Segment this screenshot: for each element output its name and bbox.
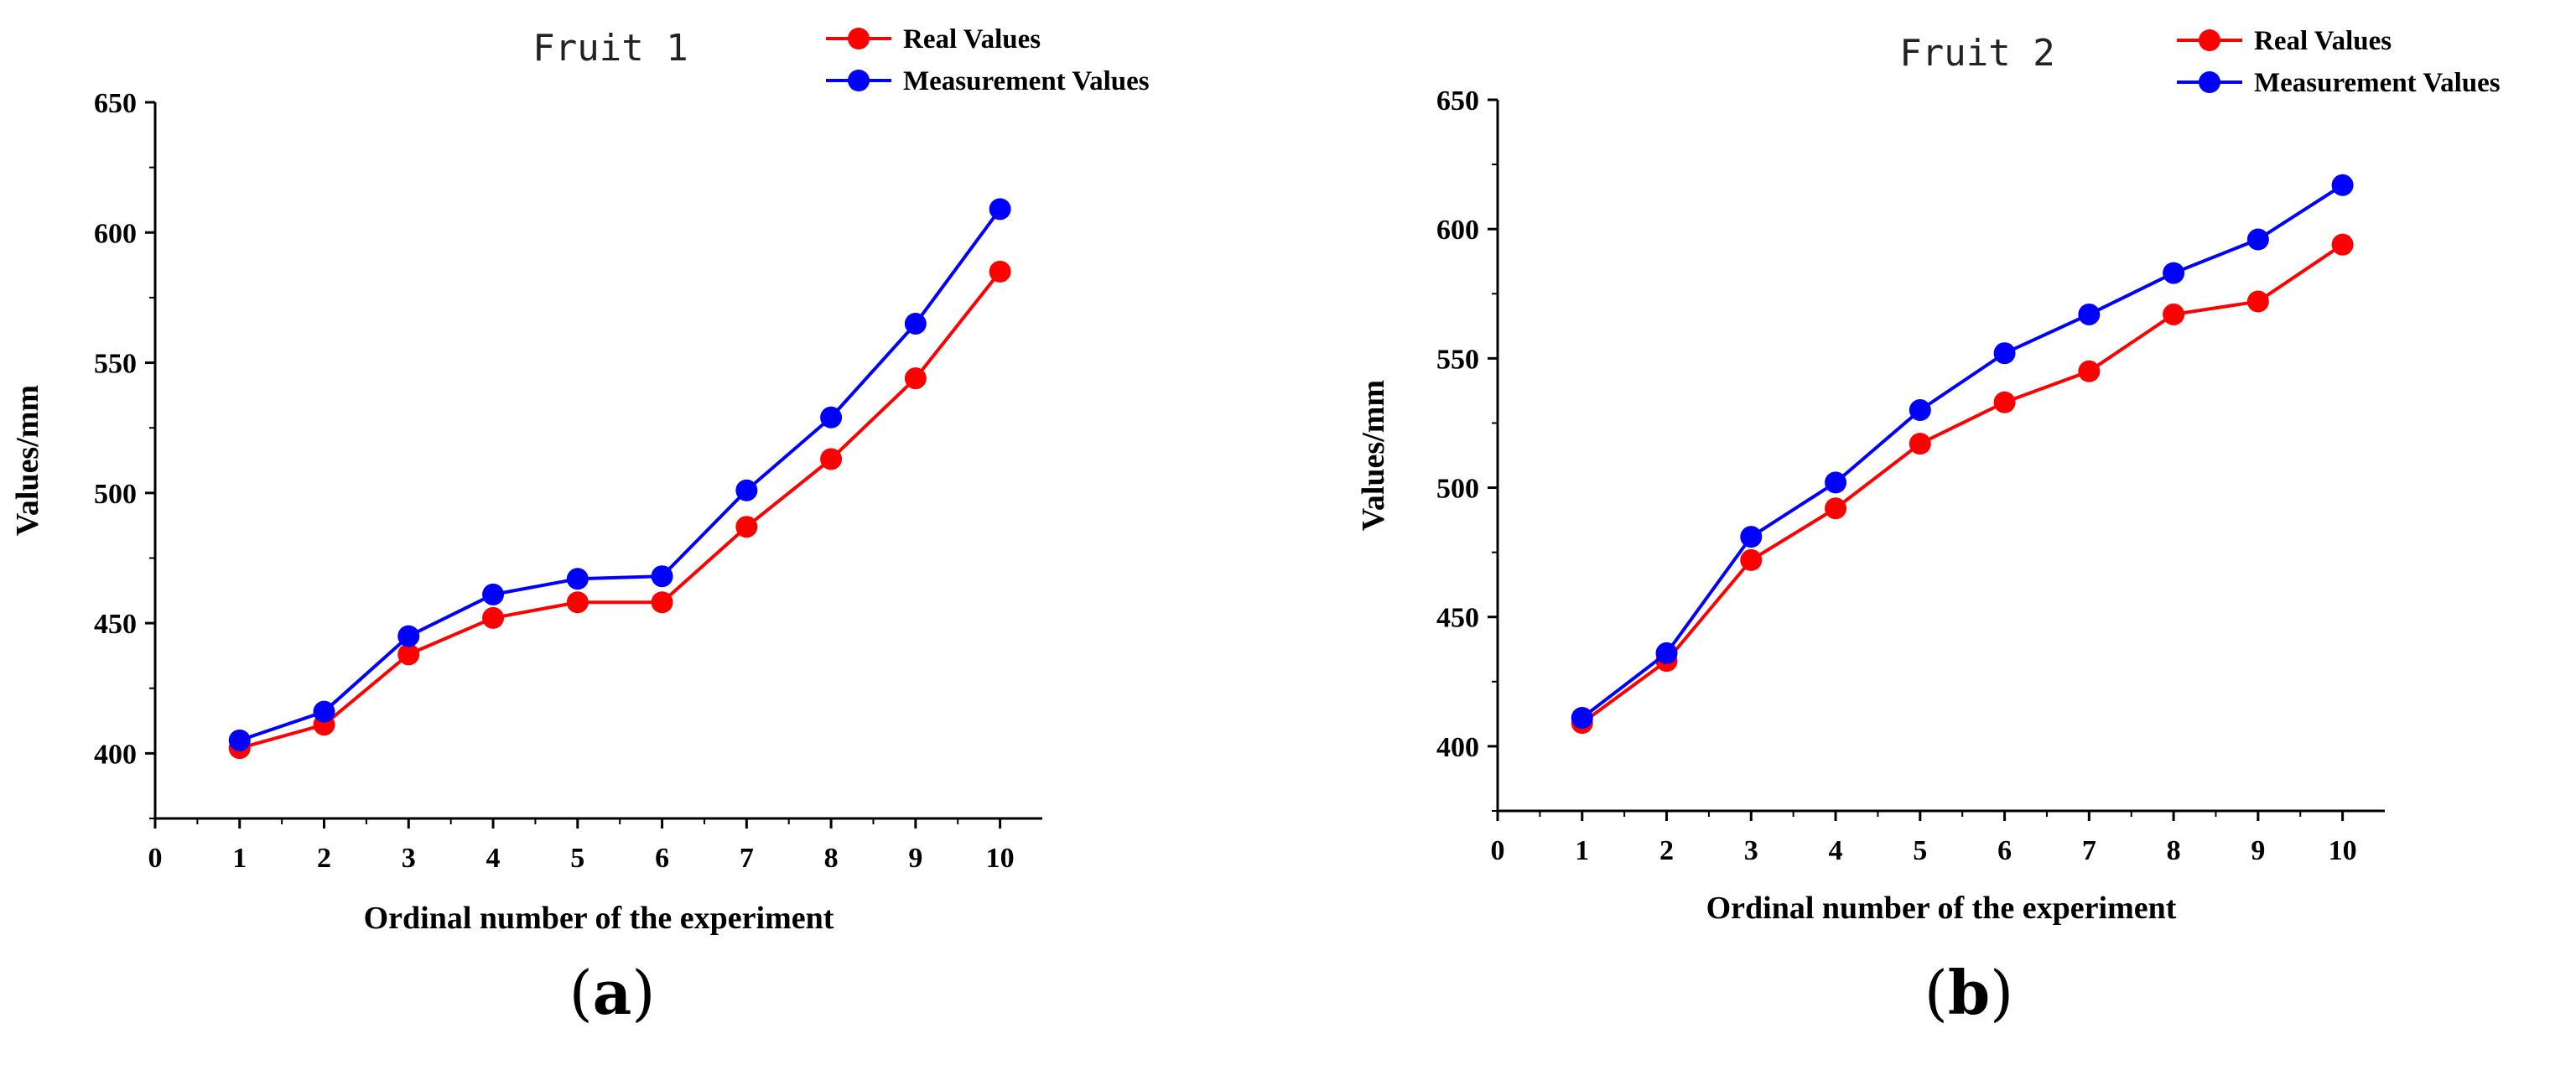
x-tick-label: 6 (1997, 835, 2012, 866)
x-tick-label: 9 (908, 843, 922, 874)
legend-label: Measurement Values (903, 66, 1150, 96)
data-point-measurement (313, 700, 335, 723)
data-point-measurement (2246, 228, 2269, 251)
data-point-measurement (989, 198, 1011, 221)
x-tick-label: 2 (317, 843, 331, 874)
data-point-real (820, 448, 843, 470)
y-tick-label: 550 (94, 349, 137, 380)
legend-marker (848, 70, 870, 91)
x-tick-label: 6 (655, 843, 669, 874)
y-tick-label: 600 (1436, 215, 1479, 246)
data-point-measurement (482, 583, 505, 605)
data-point-real (735, 516, 758, 538)
legend-label: Real Values (2254, 26, 2392, 56)
y-tick-label: 400 (1436, 732, 1479, 763)
data-point-real (1909, 433, 1931, 455)
data-point-measurement (904, 312, 927, 335)
legend-label: Real Values (903, 24, 1041, 55)
caption-a-letter: a (592, 957, 632, 1028)
x-tick-label: 0 (148, 843, 163, 874)
x-tick-label: 5 (1913, 835, 1927, 866)
data-point-measurement (1740, 526, 1763, 548)
x-tick-label: 3 (1744, 835, 1758, 866)
data-point-measurement (735, 479, 758, 501)
y-tick-label: 450 (94, 609, 137, 640)
data-point-real (2246, 290, 2269, 313)
x-tick-label: 10 (986, 843, 1015, 874)
series-line-measurement (1581, 184, 2344, 720)
x-tick-label: 9 (2251, 835, 2265, 866)
x-axis-label: Ordinal number of the experiment (1706, 891, 2177, 926)
data-point-real (1825, 497, 1847, 520)
legend-marker (2199, 29, 2220, 51)
y-tick-label: 550 (1436, 344, 1479, 375)
data-point-measurement (2163, 262, 2185, 284)
x-tick-label: 2 (1659, 835, 1674, 866)
y-tick-label: 650 (1436, 86, 1479, 117)
x-tick-label: 3 (402, 843, 416, 874)
data-point-measurement (397, 625, 420, 647)
legend-marker (848, 28, 870, 49)
caption-b-letter: b (1947, 957, 1991, 1028)
data-point-measurement (2331, 174, 2354, 196)
x-tick-label: 1 (1575, 835, 1589, 866)
x-tick-label: 8 (2167, 835, 2181, 866)
x-tick-label: 7 (740, 843, 754, 874)
data-point-real (651, 591, 673, 614)
legend-label: Measurement Values (2254, 68, 2501, 98)
series-line-measurement (239, 208, 1002, 742)
data-point-measurement (1909, 399, 1931, 422)
x-tick-label: 5 (570, 843, 584, 874)
x-axis-label: Ordinal number of the experiment (364, 901, 834, 936)
caption-a: (a) (569, 957, 656, 1028)
x-tick-label: 8 (824, 843, 839, 874)
x-tick-label: 1 (232, 843, 247, 874)
chart-title: Fruit 1 (532, 27, 688, 70)
x-tick-label: 4 (1829, 835, 1843, 866)
data-point-measurement (1993, 342, 2016, 365)
legend-marker (2199, 71, 2220, 93)
data-point-measurement (1825, 471, 1847, 494)
data-point-measurement (566, 568, 589, 590)
x-tick-label: 0 (1491, 835, 1505, 866)
data-point-measurement (228, 729, 251, 751)
data-point-measurement (2078, 303, 2101, 325)
x-tick-label: 4 (486, 843, 501, 874)
y-axis-label: Values/mm (10, 385, 45, 536)
chart-b: 400 450 500 550 600 650 0 1 2 3 4 5 6 7 8 9 10 Ordinal nu… (1356, 26, 2501, 926)
data-point-real (2078, 360, 2101, 382)
y-tick-label: 400 (94, 739, 137, 770)
y-tick-label: 450 (1436, 603, 1479, 634)
data-point-real (397, 643, 420, 666)
y-tick-label: 500 (1436, 474, 1479, 505)
y-tick-label: 650 (94, 88, 137, 119)
data-point-measurement (651, 565, 673, 588)
y-tick-label: 500 (94, 479, 137, 510)
y-tick-label: 600 (94, 218, 137, 249)
data-point-real (904, 367, 927, 390)
chart-title: Fruit 2 (1899, 32, 2054, 75)
series-line-real (239, 270, 1002, 751)
data-point-real (1740, 548, 1763, 571)
x-tick-label: 10 (2329, 835, 2357, 866)
chart-a: 400 450 500 550 600 650 0 1 2 3 4 5 6 7 8 9 10 Ordinal nu… (10, 24, 1150, 936)
data-point-real (566, 591, 589, 614)
data-point-real (2331, 233, 2354, 256)
data-point-measurement (1655, 642, 1678, 664)
x-tick-label: 7 (2082, 835, 2096, 866)
data-point-real (1993, 391, 2016, 413)
chart-panel-a: 400 450 500 550 600 650 0 1 2 3 4 5 6 7 8 9 10 Ordinal nu… (10, 24, 1150, 1028)
data-point-real (989, 260, 1011, 283)
data-point-measurement (1571, 706, 1593, 729)
data-point-real (2163, 303, 2185, 325)
series-line-real (1581, 243, 2344, 725)
data-point-real (482, 606, 505, 629)
y-axis-label: Values/mm (1356, 380, 1391, 531)
data-point-measurement (820, 406, 843, 429)
chart-panel-b: 400 450 500 550 600 650 0 1 2 3 4 5 6 7 8 9 10 Ordinal nu… (1288, 0, 2576, 1065)
caption-b: (b) (1924, 957, 2014, 1028)
